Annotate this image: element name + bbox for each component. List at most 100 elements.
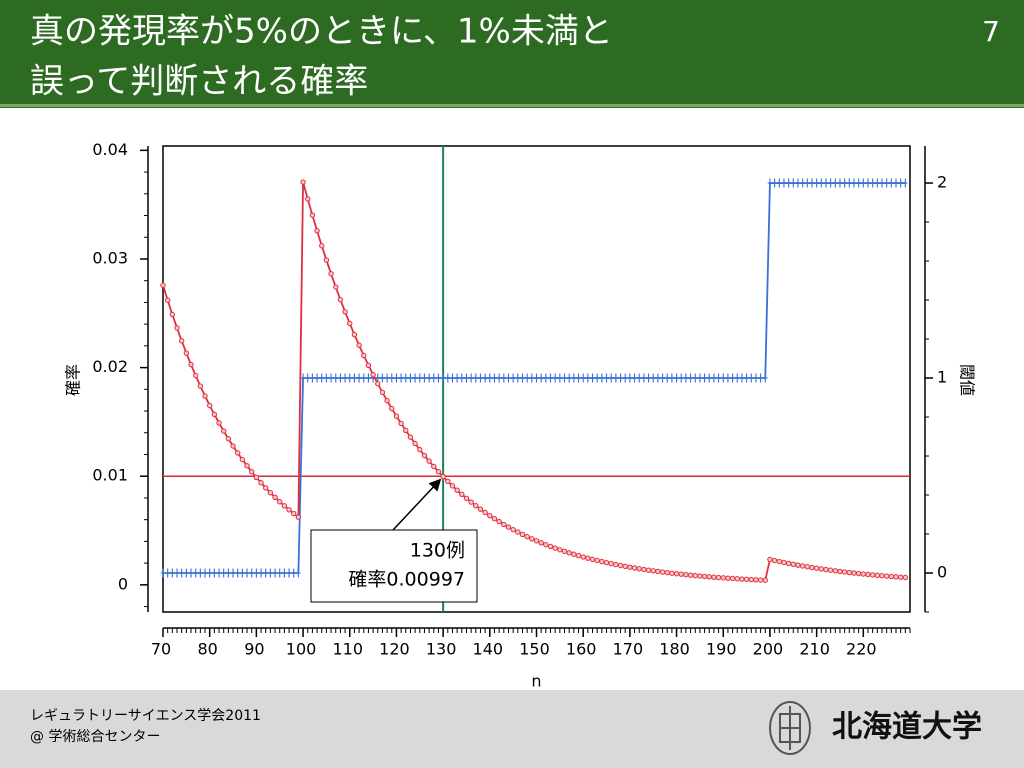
point-marker <box>435 468 442 475</box>
point-marker <box>212 568 217 578</box>
y2-tick-label: 1 <box>937 368 947 387</box>
point-marker <box>645 567 652 573</box>
annotation-text: 130例 <box>410 540 465 562</box>
point-marker <box>338 373 343 383</box>
x-tick-label: 200 <box>753 640 784 659</box>
point-marker <box>739 373 745 383</box>
header-band <box>0 0 1024 108</box>
point-marker <box>847 178 852 188</box>
point-marker <box>897 574 904 580</box>
point-marker <box>337 296 344 303</box>
point-marker <box>220 428 227 434</box>
point-marker <box>235 568 240 578</box>
point-marker <box>715 574 722 581</box>
point-marker <box>855 570 862 577</box>
point-marker <box>206 402 213 409</box>
page-number: 7 <box>982 15 1000 48</box>
point-marker <box>735 373 740 383</box>
x-tick-label: 160 <box>566 640 597 659</box>
point-marker <box>421 452 428 459</box>
y2-tick-label: 2 <box>937 173 947 192</box>
x-tick-label: 220 <box>846 640 877 659</box>
point-marker <box>552 545 558 551</box>
point-marker <box>464 373 469 383</box>
point-marker <box>449 483 456 489</box>
point-marker <box>627 373 633 383</box>
point-marker <box>819 178 824 188</box>
point-marker <box>790 561 796 568</box>
point-marker <box>202 393 208 399</box>
point-marker <box>533 538 540 544</box>
point-marker <box>851 570 857 576</box>
point-marker <box>781 178 787 188</box>
point-marker <box>893 574 899 580</box>
footer-band <box>0 690 1024 768</box>
point-marker <box>739 576 745 582</box>
point-marker <box>832 568 838 574</box>
x-tick-label: 150 <box>519 640 550 659</box>
point-marker <box>515 373 521 383</box>
x-tick-label: 210 <box>799 640 830 659</box>
point-marker <box>548 373 553 383</box>
point-marker <box>861 178 866 188</box>
point-marker <box>781 559 787 566</box>
point-marker <box>846 569 853 576</box>
point-marker <box>286 568 292 578</box>
point-marker <box>478 373 483 383</box>
point-marker <box>687 572 694 578</box>
point-marker <box>333 284 339 290</box>
point-marker <box>785 560 792 567</box>
point-marker <box>188 361 194 368</box>
point-marker <box>249 568 254 578</box>
point-marker <box>408 373 413 383</box>
point-marker <box>702 373 707 383</box>
point-marker <box>879 178 885 188</box>
point-marker <box>683 373 689 383</box>
point-marker <box>450 373 455 383</box>
point-marker <box>879 573 885 579</box>
point-marker <box>253 474 260 481</box>
point-marker <box>519 531 526 538</box>
point-marker <box>482 509 488 516</box>
point-marker <box>268 568 273 578</box>
point-marker <box>898 178 903 188</box>
point-marker <box>323 257 330 263</box>
point-marker <box>351 331 358 338</box>
point-marker <box>487 512 493 519</box>
point-marker <box>753 577 759 583</box>
header-rule <box>0 104 1024 107</box>
point-marker <box>258 480 264 486</box>
point-marker <box>263 485 269 491</box>
point-marker <box>660 373 665 383</box>
point-marker <box>244 568 250 578</box>
point-marker <box>412 440 418 447</box>
point-marker <box>674 373 679 383</box>
point-marker <box>160 282 166 288</box>
point-marker <box>473 502 479 509</box>
point-marker <box>515 529 521 535</box>
point-marker <box>795 178 801 188</box>
point-marker <box>669 570 675 576</box>
point-marker <box>230 568 236 578</box>
point-marker <box>683 572 689 578</box>
point-marker <box>216 420 222 426</box>
point-marker <box>636 566 642 572</box>
point-marker <box>823 566 829 573</box>
point-marker <box>791 178 796 188</box>
point-marker <box>524 533 530 540</box>
point-marker <box>398 420 404 427</box>
point-marker <box>398 373 404 383</box>
x-tick-label: 110 <box>332 640 363 659</box>
point-marker <box>869 572 876 578</box>
point-marker <box>361 352 367 359</box>
point-marker <box>380 373 385 383</box>
point-marker <box>804 564 810 570</box>
point-marker <box>786 178 791 188</box>
point-marker <box>319 373 324 383</box>
point-marker <box>650 568 656 574</box>
point-marker <box>417 446 423 453</box>
point-marker <box>622 563 628 570</box>
point-marker <box>389 373 394 383</box>
point-marker <box>375 373 380 383</box>
point-marker <box>282 568 287 578</box>
